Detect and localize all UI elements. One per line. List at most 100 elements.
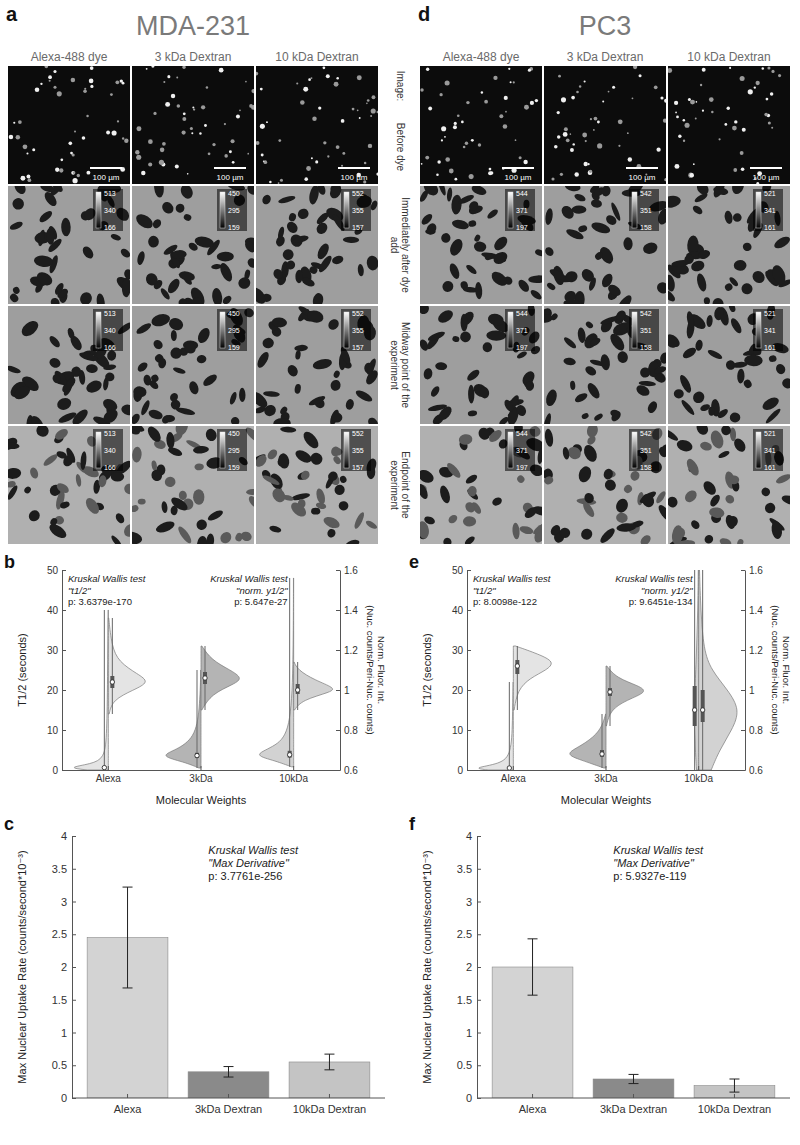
text-line: 341 (764, 207, 776, 214)
cell (272, 267, 284, 280)
cell (473, 234, 481, 243)
cell (61, 218, 71, 237)
text-group: 159 (228, 464, 240, 471)
colorbar (632, 312, 637, 348)
tick: 0 (466, 1092, 481, 1104)
nucleus (742, 128, 746, 132)
nucleus (278, 182, 280, 184)
nucleus (212, 143, 215, 146)
cell (256, 453, 269, 469)
nucleus (32, 148, 35, 151)
nucleus (602, 100, 604, 102)
tick: 1 (61, 1027, 76, 1039)
text-line: Alexa-488 dye (31, 50, 108, 64)
cell (763, 501, 777, 515)
y2-axis-title: Norm. Fluor. Int.(Nuc. counts/Peri-Nuc. … (770, 605, 792, 734)
text-line: 544 (516, 190, 528, 197)
text-group: Max Nuclear Uptake Rate (counts/second*1… (16, 850, 28, 1083)
colorbar (220, 432, 225, 468)
cell (339, 475, 348, 484)
cell (294, 344, 308, 351)
cell (221, 294, 233, 304)
median (507, 766, 511, 770)
cell (713, 306, 724, 320)
cell (37, 229, 46, 247)
text-line: 10 kDa Dextran (275, 50, 358, 64)
text-group: Immediately after dyeadd (389, 197, 411, 293)
cell (152, 338, 165, 351)
tick-mark (477, 934, 481, 935)
violin-half (166, 670, 201, 768)
colorbar-patch (341, 429, 371, 471)
micrograph (8, 426, 130, 544)
text-line: 100 µm (629, 173, 656, 182)
nucleus (73, 171, 76, 174)
cell (695, 272, 708, 292)
nucleus (437, 160, 440, 163)
text-group: PC3 (579, 11, 632, 41)
cell (78, 370, 86, 385)
colorbar (96, 432, 101, 468)
text-line: 340 (104, 447, 116, 454)
text-line: 351 (640, 447, 652, 454)
tick: 1 (741, 685, 755, 696)
cell (600, 354, 611, 371)
nucleus (754, 86, 756, 88)
y2-axis-title: Norm. Fluor. Int.(Nuc. counts/Peri-Nuc. … (365, 605, 387, 734)
nucleus (664, 99, 666, 103)
nucleus (311, 157, 313, 159)
cell (306, 309, 325, 325)
cell (29, 414, 46, 424)
y-axis-title: Max Nuclear Uptake Rate (counts/second*1… (16, 850, 28, 1083)
error-bar (729, 1079, 739, 1092)
colorbar-tick-label: 351 (640, 327, 652, 334)
cell (311, 508, 320, 515)
nucleus (256, 72, 258, 76)
cell (703, 533, 715, 544)
bar-chart: cAlexa3kDa Dextran10kDa Dextran00.511.52… (4, 814, 385, 1115)
text-line: 159 (228, 464, 240, 471)
cell (680, 399, 696, 417)
nucleus (159, 160, 164, 165)
nucleus (471, 139, 474, 142)
text-group: 157 (352, 344, 364, 351)
cell (668, 274, 676, 292)
nucleus (690, 100, 695, 105)
micrograph (8, 186, 130, 304)
text-group: Norm. Fluor. Int.(Nuc. counts/Peri-Nuc. … (770, 605, 792, 734)
nucleus (740, 151, 744, 155)
nucleus (583, 162, 587, 166)
cell (464, 473, 478, 485)
tick-label: Alexa (519, 1103, 547, 1115)
cell (133, 386, 147, 399)
error-bar-cap (729, 1079, 739, 1080)
panel-letter: a (6, 3, 18, 25)
nucleus (628, 157, 632, 161)
nucleus (449, 169, 454, 174)
cell (581, 443, 599, 464)
nucleus (505, 111, 507, 113)
tick-label: 50 (47, 565, 59, 576)
colorbar-tick-label: 552 (352, 310, 364, 317)
median (287, 753, 291, 757)
nucleus (554, 145, 558, 149)
cell (655, 490, 666, 505)
column-heading: Alexa-488 dye (443, 50, 520, 64)
micrograph-background (544, 66, 666, 184)
nucleus (441, 126, 446, 131)
colorbar-tick-label: 521 (764, 310, 776, 317)
cell (562, 446, 570, 460)
cell (263, 391, 280, 398)
cell (262, 403, 278, 418)
cell (329, 379, 341, 392)
annotation: "Max Derivative" (613, 857, 695, 869)
cell (732, 436, 748, 453)
text-group: b (4, 552, 15, 572)
tick-mark (633, 1094, 634, 1098)
scale-bar-label: 100 µm (217, 173, 244, 182)
cell (136, 250, 146, 265)
tick-label: 3 (61, 896, 67, 908)
text-group: 355 (352, 207, 364, 214)
cell (724, 210, 734, 224)
annotation: p: 3.6379e-170 (68, 596, 132, 607)
